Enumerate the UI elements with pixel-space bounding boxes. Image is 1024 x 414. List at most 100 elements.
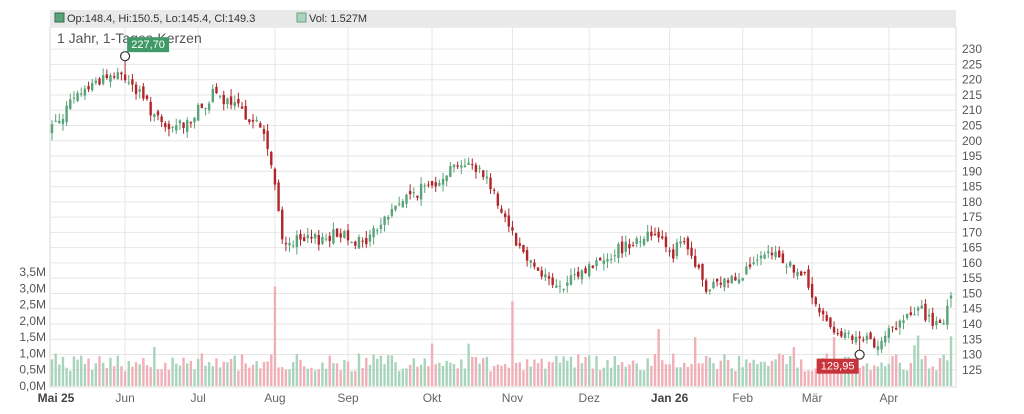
candle-body[interactable] [405, 194, 408, 204]
candle-body[interactable] [463, 165, 467, 167]
candle-body[interactable] [540, 270, 543, 277]
candle-body[interactable] [865, 335, 869, 340]
candle-body[interactable] [935, 321, 938, 326]
candle-body[interactable] [653, 234, 657, 236]
candle-body[interactable] [785, 266, 788, 268]
candle-body[interactable] [328, 235, 331, 242]
candle-body[interactable] [679, 241, 682, 244]
candle-body[interactable] [83, 88, 87, 96]
candle-body[interactable] [248, 119, 251, 123]
candle-body[interactable] [591, 265, 595, 268]
candle-body[interactable] [127, 82, 130, 84]
candle-body[interactable] [427, 184, 430, 186]
candle-body[interactable] [514, 233, 518, 246]
candle-body[interactable] [708, 289, 712, 292]
candle-body[interactable] [196, 104, 200, 121]
candle-body[interactable] [741, 277, 744, 281]
candle-body[interactable] [489, 177, 492, 190]
candle-body[interactable] [105, 74, 109, 79]
candle-body[interactable] [609, 259, 613, 261]
candle-body[interactable] [354, 241, 357, 246]
candle-body[interactable] [792, 264, 796, 273]
candle-body[interactable] [284, 243, 288, 245]
candle-body[interactable] [946, 305, 949, 325]
candle-body[interactable] [639, 241, 642, 243]
candle-body[interactable] [310, 236, 313, 239]
candle-body[interactable] [471, 164, 474, 166]
candle-body[interactable] [924, 303, 927, 321]
candle-body[interactable] [222, 94, 225, 105]
candle-body[interactable] [631, 245, 635, 247]
candle-body[interactable] [551, 277, 554, 285]
candle-body[interactable] [80, 93, 83, 95]
candle-body[interactable] [259, 123, 262, 128]
candle-body[interactable] [281, 209, 284, 240]
candle-body[interactable] [602, 260, 606, 264]
candle-body[interactable] [145, 95, 149, 100]
candle-body[interactable] [683, 241, 686, 243]
candle-body[interactable] [909, 312, 913, 315]
candle-body[interactable] [50, 124, 54, 134]
candle-body[interactable] [167, 123, 171, 130]
candle-body[interactable] [803, 272, 807, 274]
candle-body[interactable] [299, 233, 302, 240]
candle-body[interactable] [503, 213, 507, 218]
candle-body[interactable] [112, 76, 116, 78]
candle-body[interactable] [807, 269, 810, 288]
candle-body[interactable] [715, 278, 719, 282]
candle-body[interactable] [357, 236, 361, 249]
candle-body[interactable] [701, 263, 704, 280]
candle-body[interactable] [533, 262, 536, 267]
candle-body[interactable] [186, 120, 189, 132]
candle-body[interactable] [295, 235, 299, 248]
candle-body[interactable] [178, 120, 182, 124]
candle-body[interactable] [207, 103, 211, 111]
candle-body[interactable] [492, 189, 496, 191]
candle-body[interactable] [313, 233, 317, 239]
candle-body[interactable] [613, 255, 616, 257]
candle-body[interactable] [200, 103, 204, 108]
candle-body[interactable] [182, 122, 185, 129]
candle-body[interactable] [734, 276, 737, 281]
candle-body[interactable] [894, 327, 898, 330]
candle-body[interactable] [116, 72, 119, 80]
candle-body[interactable] [277, 182, 280, 212]
candle-body[interactable] [763, 254, 766, 259]
candle-body[interactable] [452, 164, 456, 168]
candle-body[interactable] [726, 280, 730, 283]
candle-body[interactable] [796, 271, 799, 276]
candle-body[interactable] [394, 205, 397, 210]
candle-body[interactable] [642, 238, 646, 246]
candle-body[interactable] [438, 182, 441, 186]
candle-body[interactable] [664, 236, 668, 248]
candle-body[interactable] [372, 228, 375, 238]
candle-body[interactable] [799, 271, 803, 276]
candle-body[interactable] [887, 328, 891, 338]
candle-body[interactable] [547, 276, 551, 279]
candle-body[interactable] [211, 88, 214, 102]
candle-body[interactable] [291, 245, 295, 247]
candle-body[interactable] [321, 236, 324, 244]
candle-body[interactable] [218, 95, 222, 97]
candle-body[interactable] [474, 165, 478, 172]
candle-body[interactable] [562, 288, 565, 290]
candle-body[interactable] [226, 98, 229, 105]
candle-body[interactable] [832, 326, 836, 333]
candle-body[interactable] [98, 78, 101, 85]
candle-body[interactable] [825, 315, 828, 321]
candle-body[interactable] [584, 268, 587, 274]
candle-body[interactable] [120, 72, 123, 75]
candle-body[interactable] [288, 242, 291, 246]
candle-body[interactable] [884, 335, 887, 343]
candle-body[interactable] [756, 259, 759, 261]
candle-body[interactable] [387, 216, 390, 220]
candle-body[interactable] [401, 201, 405, 208]
candle-body[interactable] [482, 170, 485, 177]
candle-body[interactable] [869, 332, 872, 339]
candle-body[interactable] [160, 116, 163, 122]
candle-body[interactable] [748, 264, 752, 267]
candle-body[interactable] [134, 84, 138, 94]
candle-body[interactable] [851, 335, 854, 341]
candle-body[interactable] [324, 238, 328, 240]
